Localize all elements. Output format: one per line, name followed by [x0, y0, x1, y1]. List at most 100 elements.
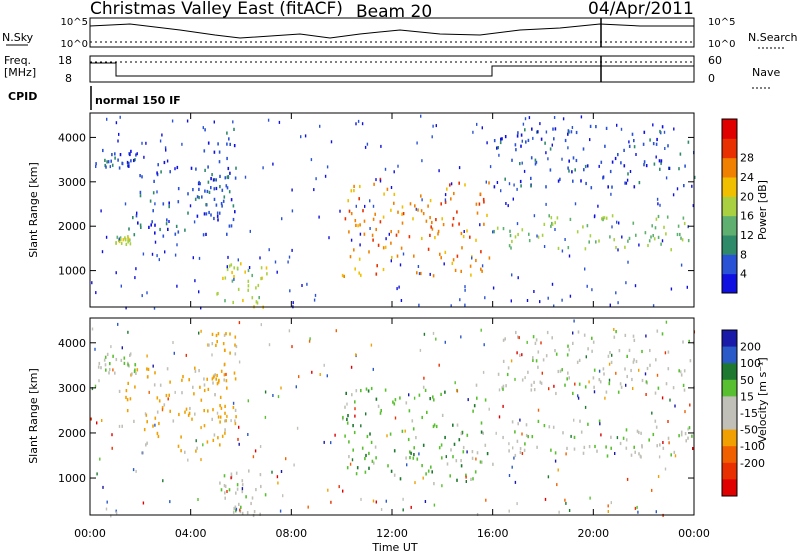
echo-cell: [583, 333, 586, 337]
echo-cell: [678, 167, 680, 171]
echo-cell: [631, 377, 633, 382]
noise-cell: [615, 371, 617, 375]
echo-cell: [624, 245, 626, 249]
echo-cell: [370, 440, 373, 444]
echo-cell: [602, 367, 605, 371]
noise-cell: [608, 378, 611, 382]
noise-cell: [686, 285, 688, 289]
echo-cell: [234, 505, 237, 509]
echo-cell: [475, 202, 478, 206]
echo-cell: [147, 375, 149, 379]
echo-cell: [504, 177, 506, 181]
noise-cell: [431, 135, 433, 139]
noise-cell: [472, 130, 474, 134]
noise-cell: [608, 362, 611, 366]
echo-cell: [656, 444, 658, 448]
colorbar-swatch: [722, 346, 737, 364]
echo-cell: [218, 378, 220, 382]
echo-cell: [678, 434, 680, 438]
echo-cell: [231, 279, 234, 283]
echo-cell: [127, 164, 129, 168]
noise-cell: [524, 117, 527, 121]
echo-cell: [559, 177, 561, 181]
echo-cell: [204, 168, 206, 172]
noise-cell: [672, 193, 675, 197]
noise-cell: [479, 223, 481, 227]
echo-cell: [410, 451, 412, 455]
noise-cell: [200, 458, 202, 462]
noise-cell: [561, 249, 564, 253]
noise-cell: [573, 418, 575, 422]
noise-cell: [521, 353, 523, 357]
noise-cell: [295, 385, 297, 389]
noise-cell: [561, 298, 563, 302]
echo-cell: [559, 369, 562, 373]
echo-cell: [223, 378, 225, 382]
echo-cell: [446, 187, 448, 191]
echo-cell: [530, 176, 532, 180]
echo-cell: [362, 209, 364, 213]
echo-cell: [145, 413, 148, 417]
noise-cell: [259, 256, 261, 260]
echo-cell: [537, 365, 539, 369]
noise-cell: [507, 204, 509, 208]
echo-cell: [508, 244, 511, 248]
echo-cell: [207, 409, 209, 413]
noise-cell: [514, 480, 517, 484]
echo-cell: [129, 397, 132, 401]
noise-cell: [540, 341, 542, 345]
noise-cell: [134, 276, 136, 280]
echo-cell: [128, 164, 130, 168]
echo-cell: [395, 233, 398, 237]
echo-cell: [124, 237, 127, 242]
echo-cell: [232, 204, 235, 208]
echo-cell: [180, 435, 182, 439]
noise-cell: [625, 281, 627, 285]
echo-cell: [368, 250, 370, 254]
echo-cell: [534, 158, 537, 162]
echo-cell: [225, 184, 228, 188]
echo-cell: [129, 242, 132, 246]
echo-cell: [114, 156, 116, 160]
echo-cell: [213, 433, 216, 437]
noise-cell: [136, 152, 138, 156]
noise-cell: [380, 144, 382, 148]
noise-cell: [539, 300, 541, 304]
echo-cell: [623, 148, 625, 152]
echo-cell: [216, 382, 219, 386]
nsky-panel: N.Sky 10^5 10^0 10^5 10^0 N.Search: [2, 17, 798, 50]
echo-cell: [409, 202, 412, 206]
echo-cell: [163, 160, 166, 165]
echo-cell: [236, 487, 239, 491]
noise-cell: [355, 122, 357, 126]
echo-cell: [453, 442, 456, 446]
echo-cell: [687, 436, 689, 440]
echo-cell: [156, 171, 158, 175]
echo-cell: [578, 358, 581, 362]
noise-cell: [260, 323, 262, 327]
echo-cell: [215, 333, 218, 338]
noise-cell: [168, 220, 170, 223]
echo-cell: [484, 398, 487, 402]
noise-cell: [659, 203, 661, 207]
noise-cell: [224, 419, 226, 423]
colorbar-tick-label: -50: [740, 424, 758, 437]
echo-cell: [453, 191, 455, 196]
echo-cell: [342, 415, 344, 420]
noise-cell: [482, 370, 485, 374]
echo-cell: [396, 254, 399, 258]
echo-cell: [213, 197, 216, 201]
noise-cell: [99, 457, 101, 461]
echo-cell: [519, 450, 522, 454]
cpid-label: CPID: [8, 90, 37, 103]
echo-cell: [408, 409, 411, 413]
echo-cell: [466, 229, 468, 233]
echo-cell: [554, 349, 556, 353]
noise-cell: [398, 285, 400, 289]
echo-cell: [193, 392, 195, 396]
echo-cell: [432, 424, 435, 429]
echo-cell: [107, 160, 110, 164]
noise-cell: [528, 116, 531, 120]
echo-cell: [607, 354, 610, 358]
xlabel: Time UT: [371, 541, 417, 554]
